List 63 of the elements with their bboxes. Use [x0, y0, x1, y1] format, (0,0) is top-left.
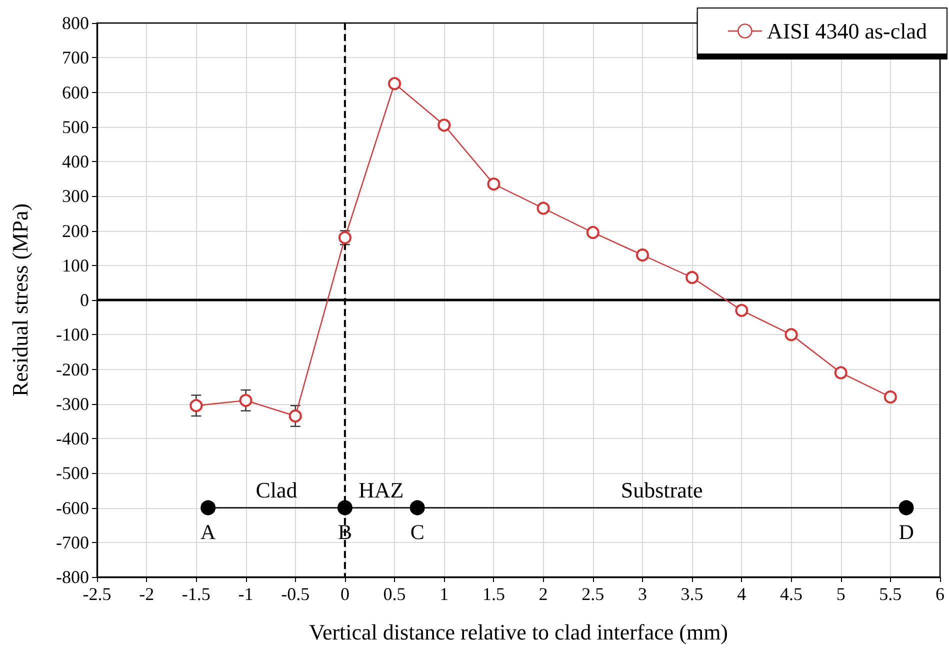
point [438, 118, 451, 132]
data-label: A [200, 520, 216, 544]
x-tick-label: 0.5 [383, 584, 406, 604]
x-tick-label: 5 [836, 584, 846, 604]
y-tick-label: 400 [62, 152, 89, 172]
x-tick-label: 1 [440, 584, 449, 604]
x-tick-label: 0 [340, 584, 350, 604]
point [735, 304, 748, 317]
y-tick-label: -300 [56, 394, 89, 414]
y-tick-label: 300 [62, 186, 89, 206]
y-tick-label: 500 [62, 116, 89, 137]
point [200, 500, 216, 516]
annotation: Substrate [620, 477, 703, 502]
point [487, 178, 500, 191]
legend-label: AISI 4340 as-clad [766, 18, 928, 44]
y-axis-title: Residual stress (MPa) [8, 203, 32, 397]
y-tick-label: 200 [62, 220, 89, 241]
y-tick-label: 600 [62, 82, 89, 102]
data-label: D [898, 520, 914, 544]
x-tick-label: 1.5 [482, 584, 505, 604]
x-tick-label: 3.5 [680, 584, 704, 604]
point [190, 399, 203, 412]
x-tick-label: 5.5 [879, 584, 902, 604]
point [288, 409, 302, 422]
x-tick-label: -1 [238, 584, 254, 604]
point [636, 248, 649, 262]
point [834, 366, 848, 380]
y-tick-label: -100 [56, 324, 89, 345]
point [898, 500, 914, 516]
point [536, 202, 550, 215]
x-tick-label: 4 [737, 584, 746, 604]
x-tick-label: 2.5 [582, 584, 604, 604]
y-tick-label: -400 [56, 428, 89, 448]
y-tick-label: 700 [62, 48, 89, 68]
point [686, 270, 699, 284]
x-tick-label: -1.5 [182, 584, 210, 604]
y-tick-label: 100 [62, 255, 89, 276]
point [586, 226, 600, 239]
point [884, 390, 897, 404]
y-tick-label: -500 [56, 463, 89, 484]
y-tick-label: -700 [56, 532, 89, 552]
x-axis-title: Vertical distance relative to clad interface (mm) [308, 620, 728, 644]
x-tick-label: 2 [538, 584, 548, 604]
x-tick-label: 4.5 [780, 584, 802, 604]
x-tick-label: -2 [139, 584, 154, 604]
annotation: HAZ [358, 477, 404, 502]
y-tick-label: -600 [56, 498, 89, 518]
y-tick-label: 0 [80, 290, 89, 310]
x-tick-label: -2.5 [82, 584, 112, 604]
point [239, 394, 252, 407]
y-tick-label: -200 [56, 359, 89, 380]
data-label: C [410, 520, 424, 544]
x-tick-label: 6 [936, 584, 944, 604]
y-tick-label: -800 [56, 567, 89, 587]
x-tick-label: -0.5 [281, 584, 310, 604]
point [337, 500, 352, 516]
point [388, 77, 402, 90]
annotation: Clad [256, 477, 298, 502]
point [410, 500, 425, 516]
data-label: B [338, 520, 352, 544]
x-tick-label: 3 [638, 584, 647, 604]
point [784, 328, 798, 342]
y-tick-label: 800 [62, 13, 89, 33]
